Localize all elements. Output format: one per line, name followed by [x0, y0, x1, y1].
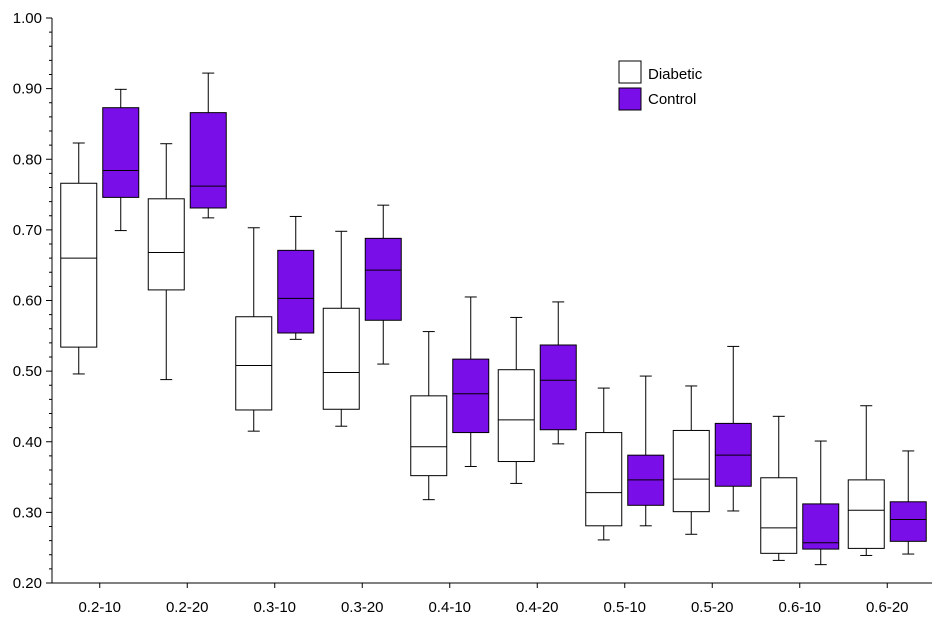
box-diabetic-0.2-10	[60, 142, 98, 375]
x-tick-label: 0.6-10	[778, 599, 821, 616]
box-diabetic-0.5-10	[585, 387, 623, 541]
x-tick-label: 0.5-20	[691, 599, 734, 616]
x-tick-label: 0.2-20	[166, 599, 209, 616]
box-diabetic-0.2-20	[147, 143, 185, 381]
y-tick-label: 0.30	[13, 504, 42, 521]
axes	[51, 18, 932, 584]
x-axis-ticks: 0.2-10 0.2-20 0.3-10 0.3-20 0.4-10 0.4-20 0.5-…	[78, 583, 909, 616]
box-diabetic-0.5-20	[672, 385, 710, 535]
box-control-0.5-20	[714, 345, 752, 512]
box-iqr	[410, 395, 448, 477]
box-iqr	[889, 501, 927, 542]
legend-label-diabetic: Diabetic	[648, 66, 703, 83]
x-tick-label: 0.2-10	[78, 599, 121, 616]
x-tick-label: 0.4-10	[428, 599, 471, 616]
x-tick-label: 0.4-20	[516, 599, 559, 616]
box-control-0.5-10	[627, 375, 665, 527]
box-control-0.3-10	[277, 215, 315, 340]
box-diabetic-0.3-10	[235, 227, 273, 432]
x-tick-label: 0.3-10	[253, 599, 296, 616]
box-iqr	[585, 432, 623, 527]
box-diabetic-0.4-20	[497, 316, 535, 484]
y-axis-ticks: 0.20 0.30 0.40 0.50 0.60 0.70 0.80 0.90 1.00	[13, 10, 52, 592]
y-tick-label: 1.00	[13, 10, 42, 27]
box-control-0.4-10	[452, 296, 490, 467]
box-iqr	[847, 479, 885, 549]
y-tick-label: 0.90	[13, 81, 42, 98]
y-tick-label: 0.40	[13, 434, 42, 451]
y-tick-label: 0.60	[13, 293, 42, 310]
box-iqr	[277, 249, 315, 334]
box-diabetic-0.3-20	[322, 230, 360, 427]
box-control-0.3-20	[364, 204, 402, 365]
box-iqr	[235, 316, 273, 411]
box-iqr	[60, 182, 98, 348]
box-iqr	[364, 237, 402, 321]
box-series	[60, 72, 927, 566]
y-tick-label: 0.20	[13, 575, 42, 592]
box-iqr	[189, 112, 227, 209]
y-tick-label: 0.70	[13, 222, 42, 239]
box-control-0.2-20	[189, 72, 227, 219]
box-iqr	[497, 369, 535, 463]
box-iqr	[102, 107, 140, 198]
legend-swatch-diabetic	[618, 60, 642, 84]
legend-swatch-control	[618, 87, 642, 111]
box-iqr	[760, 477, 798, 554]
box-iqr	[147, 198, 185, 291]
legend-label-control: Control	[648, 91, 696, 108]
box-iqr	[322, 307, 360, 410]
x-tick-label: 0.6-20	[866, 599, 909, 616]
box-diabetic-0.6-10	[760, 415, 798, 561]
box-control-0.2-10	[102, 88, 140, 232]
y-tick-label: 0.80	[13, 151, 42, 168]
box-iqr	[539, 344, 577, 431]
legend: Diabetic Control	[618, 60, 703, 111]
box-diabetic-0.6-20	[847, 405, 885, 556]
box-iqr	[452, 358, 490, 434]
x-tick-label: 0.3-20	[341, 599, 384, 616]
y-tick-label: 0.50	[13, 363, 42, 380]
box-control-0.6-10	[802, 440, 840, 566]
x-tick-label: 0.5-10	[603, 599, 646, 616]
box-diabetic-0.4-10	[410, 331, 448, 501]
box-control-0.6-20	[889, 450, 927, 555]
box-control-0.4-20	[539, 301, 577, 445]
box-iqr	[672, 429, 710, 513]
box-iqr	[802, 503, 840, 550]
